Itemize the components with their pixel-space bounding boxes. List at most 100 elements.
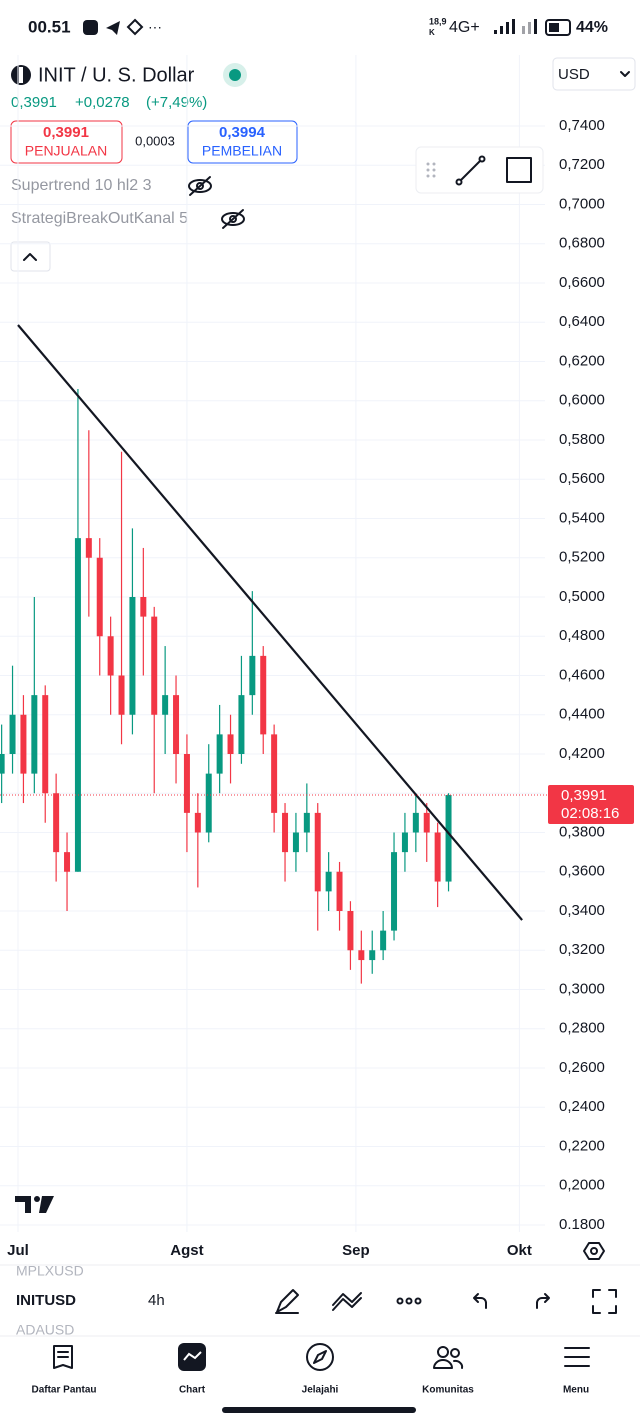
rectangle-tool[interactable] <box>506 157 532 183</box>
candle-body <box>0 754 5 774</box>
collapse-button[interactable] <box>10 241 51 272</box>
y-tick-label: 0,5800 <box>559 431 605 448</box>
next-symbol[interactable]: ADAUSD <box>16 1322 74 1338</box>
candle-body <box>369 950 376 961</box>
y-tick-label: 0,2000 <box>559 1177 605 1194</box>
candle-body <box>162 695 169 715</box>
candle-body <box>401 832 408 853</box>
symbol[interactable]: INITUSD <box>16 1292 76 1309</box>
trendline <box>17 324 523 921</box>
candle-body <box>391 852 398 931</box>
trendline-tool[interactable] <box>455 155 486 186</box>
candle-body <box>20 714 27 774</box>
candle-body <box>107 636 114 676</box>
menu-icon[interactable] <box>564 1347 590 1367</box>
explore-icon[interactable] <box>306 1343 334 1371</box>
status-more: ··· <box>148 19 162 35</box>
y-tick-label: 0,3200 <box>559 941 605 958</box>
candle-body <box>423 812 430 833</box>
signal-bars <box>494 19 537 34</box>
candle-body <box>64 852 71 872</box>
settings-icon[interactable] <box>583 1242 605 1260</box>
indicator-label[interactable]: Supertrend 10 hl2 3 <box>11 177 152 194</box>
candle-body <box>118 675 125 715</box>
home-indicator <box>222 1407 416 1413</box>
tv-logo <box>15 1196 54 1213</box>
candle-body <box>434 832 441 882</box>
candle-body <box>347 911 354 951</box>
candle-body <box>74 538 81 872</box>
prev-symbol[interactable]: MPLXUSD <box>16 1263 84 1279</box>
last-price: 0,3991 <box>11 94 57 111</box>
dropdown-arrow <box>620 71 630 77</box>
spread: 0,0003 <box>135 133 175 148</box>
candle-body <box>325 871 332 892</box>
nav-label[interactable]: Chart <box>179 1385 206 1396</box>
hide-icon[interactable] <box>221 209 245 229</box>
candle-body <box>445 795 452 882</box>
battery-level <box>549 23 559 32</box>
watchlist-icon[interactable] <box>53 1345 73 1369</box>
status-icon <box>126 18 144 36</box>
nav-label[interactable]: Daftar Pantau <box>31 1385 96 1396</box>
buy-price: 0,3994 <box>219 124 266 141</box>
y-tick-label: 0,4400 <box>559 706 605 723</box>
status-time: 00.51 <box>28 17 71 36</box>
undo-icon[interactable] <box>473 1293 487 1309</box>
draw-icon[interactable] <box>275 1289 299 1314</box>
candle-body <box>249 655 256 696</box>
chart-icon-line <box>183 1351 202 1361</box>
candle-body <box>238 695 245 754</box>
fullscreen-icon[interactable] <box>592 1289 617 1314</box>
community-icon[interactable] <box>433 1346 464 1369</box>
redo-icon[interactable] <box>536 1293 550 1309</box>
y-tick-label: 0,2800 <box>559 1020 605 1037</box>
candle-body <box>227 734 234 754</box>
price-change-pct: (+7,49%) <box>146 94 207 111</box>
y-tick-label: 0,4200 <box>559 745 605 762</box>
countdown: 02:08:16 <box>561 805 619 822</box>
y-tick-label: 0,2600 <box>559 1059 605 1076</box>
candle-body <box>336 871 343 911</box>
tools-icon[interactable] <box>332 1292 362 1311</box>
more-icon[interactable] <box>396 1297 422 1305</box>
candle-body <box>183 754 190 813</box>
nav-label[interactable]: Jelajahi <box>302 1385 339 1396</box>
candle-body <box>53 793 60 853</box>
candle-body <box>31 695 38 774</box>
x-tick-label: Jul <box>7 1242 29 1259</box>
status-network: 4G+ <box>449 19 480 36</box>
sell-price: 0,3991 <box>43 124 89 141</box>
y-tick-label: 0,3400 <box>559 902 605 919</box>
candle-body <box>85 538 92 558</box>
candle-body <box>358 950 365 961</box>
x-tick-label: Okt <box>507 1242 532 1259</box>
indicator-label[interactable]: StrategiBreakOutKanal 5 <box>11 210 188 227</box>
y-tick-label: 0,5600 <box>559 470 605 487</box>
buy-button[interactable] <box>187 120 298 164</box>
candle-body <box>129 597 136 715</box>
candle-body <box>292 832 299 853</box>
candle-body <box>314 812 321 892</box>
candle-body <box>303 812 310 833</box>
interval[interactable]: 4h <box>148 1292 165 1309</box>
nav-label[interactable]: Komunitas <box>422 1385 474 1396</box>
y-tick-label: 0,7000 <box>559 195 605 212</box>
battery-icon <box>545 19 571 36</box>
candle-body <box>42 695 49 794</box>
currency-select[interactable] <box>552 57 636 91</box>
sell-button[interactable] <box>10 120 123 164</box>
y-tick-label: 0,2400 <box>559 1098 605 1115</box>
y-tick-label: 0,7400 <box>559 117 605 134</box>
y-tick-label: 0,6200 <box>559 352 605 369</box>
candle-body <box>194 812 201 833</box>
y-tick-label: 0,4600 <box>559 666 605 683</box>
nav-label[interactable]: Menu <box>563 1385 589 1396</box>
symbol-title[interactable]: INIT / U. S. Dollar <box>38 64 195 86</box>
x-tick-label: Sep <box>342 1242 370 1259</box>
candle-body <box>380 930 387 951</box>
hide-icon[interactable] <box>188 176 212 196</box>
market-status <box>229 69 241 81</box>
buy-label: PEMBELIAN <box>202 143 282 159</box>
